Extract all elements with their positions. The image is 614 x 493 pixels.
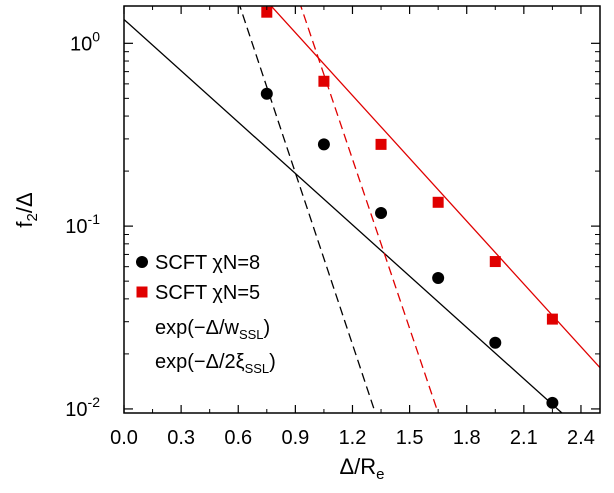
fit-line-dashed-2	[239, 6, 376, 413]
x-axis-title: Δ/Re	[339, 454, 384, 483]
x-tick-label: 2.1	[510, 427, 538, 449]
x-tick-label: 1.2	[339, 427, 367, 449]
x-tick-label: 0.0	[110, 427, 138, 449]
data-point-circle	[317, 138, 330, 151]
x-tick-label: 1.5	[396, 427, 424, 449]
legend-label: exp(−Δ/2ξSSL)	[155, 351, 276, 376]
legend-label: exp(−Δ/wSSL)	[155, 317, 270, 342]
x-tick-label: 2.4	[567, 427, 595, 449]
x-tick-label: 0.3	[167, 427, 195, 449]
fit-line-solid-0	[124, 19, 563, 413]
data-point-square	[375, 138, 387, 150]
data-point-square	[489, 256, 501, 268]
fit-line-dashed-3	[300, 6, 439, 413]
data-point-circle	[260, 87, 273, 100]
data-point-circle	[375, 206, 388, 219]
y-tick-label: 10-1	[65, 211, 100, 238]
y-axis-title: f2/Δ	[12, 192, 41, 228]
x-tick-label: 0.9	[281, 427, 309, 449]
axis-ticks: 0.0 0.3 0.6 0.9 1.2 1.5 1.8 2.1 2.4 100 10-1 10-2	[65, 6, 600, 449]
data-point-square	[432, 196, 444, 208]
data-point-circle	[546, 396, 559, 409]
legend-label: SCFT χN=5	[155, 282, 260, 304]
data-point-square	[261, 6, 273, 18]
y-tick-label: 100	[70, 28, 100, 55]
plot-frame	[123, 5, 601, 414]
data-points	[260, 6, 559, 409]
fit-line-solid-1	[270, 6, 600, 369]
legend-label: SCFT χN=8	[155, 252, 260, 274]
fit-lines	[124, 6, 600, 413]
legend: SCFT χN=8 SCFT χN=5 exp(−Δ/wSSL) exp(−Δ/2ξS…	[136, 252, 276, 376]
data-point-square	[318, 75, 330, 87]
legend-marker-circle	[136, 256, 148, 268]
data-point-square	[546, 313, 558, 325]
data-point-circle	[432, 272, 445, 285]
data-point-circle	[489, 336, 502, 349]
x-tick-label: 0.6	[224, 427, 252, 449]
x-tick-label: 1.8	[453, 427, 481, 449]
legend-marker-square	[136, 286, 148, 298]
y-tick-label: 10-2	[65, 394, 100, 421]
